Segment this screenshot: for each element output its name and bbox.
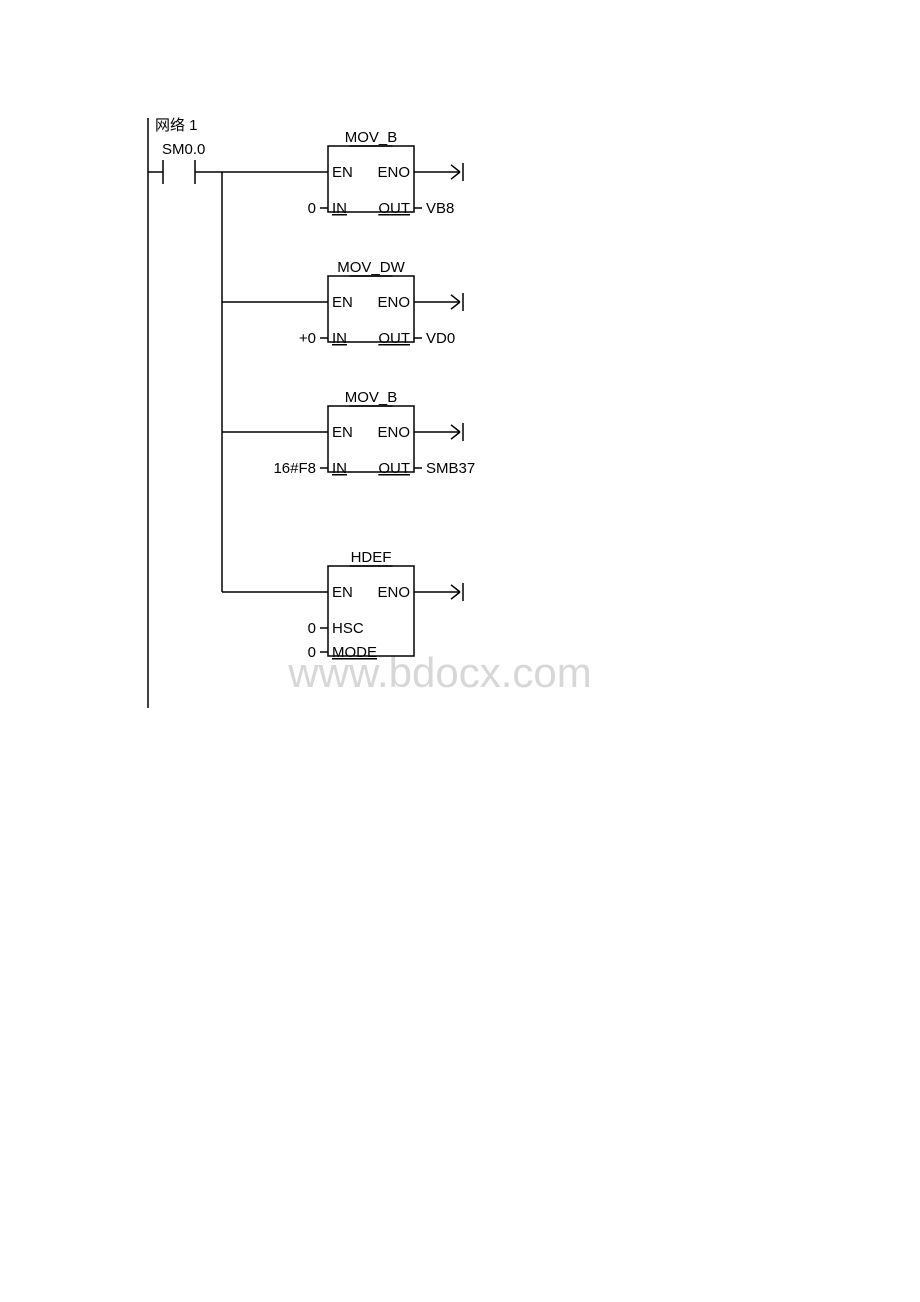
network-label: 网络 1 [155, 117, 198, 134]
svg-text:16#F8: 16#F8 [273, 460, 316, 477]
svg-text:EN: EN [332, 294, 353, 311]
svg-text:+0: +0 [299, 330, 316, 347]
block-title-1: MOV_DW [337, 259, 405, 276]
svg-text:EN: EN [332, 584, 353, 601]
svg-text:HSC: HSC [332, 620, 364, 637]
svg-text:OUT: OUT [378, 460, 410, 477]
contact-label: SM0.0 [162, 141, 205, 158]
svg-text:ENO: ENO [377, 164, 410, 181]
svg-text:ENO: ENO [377, 584, 410, 601]
svg-text:0: 0 [308, 200, 316, 217]
svg-text:MODE: MODE [332, 644, 377, 661]
svg-text:IN: IN [332, 460, 347, 477]
svg-text:0: 0 [308, 620, 316, 637]
svg-text:VD0: VD0 [426, 330, 455, 347]
block-title-2: MOV_B [345, 389, 398, 406]
svg-text:IN: IN [332, 330, 347, 347]
svg-text:EN: EN [332, 424, 353, 441]
svg-text:EN: EN [332, 164, 353, 181]
block-title-0: MOV_B [345, 129, 398, 146]
svg-text:OUT: OUT [378, 200, 410, 217]
svg-text:OUT: OUT [378, 330, 410, 347]
ladder-diagram: www.bdocx.com网络 1SM0.0MOV_BENIN0ENOOUTVB… [0, 0, 920, 1302]
svg-text:IN: IN [332, 200, 347, 217]
block-title-3: HDEF [351, 549, 392, 566]
svg-text:SMB37: SMB37 [426, 460, 475, 477]
svg-text:0: 0 [308, 644, 316, 661]
svg-text:ENO: ENO [377, 424, 410, 441]
svg-text:ENO: ENO [377, 294, 410, 311]
svg-text:VB8: VB8 [426, 200, 454, 217]
